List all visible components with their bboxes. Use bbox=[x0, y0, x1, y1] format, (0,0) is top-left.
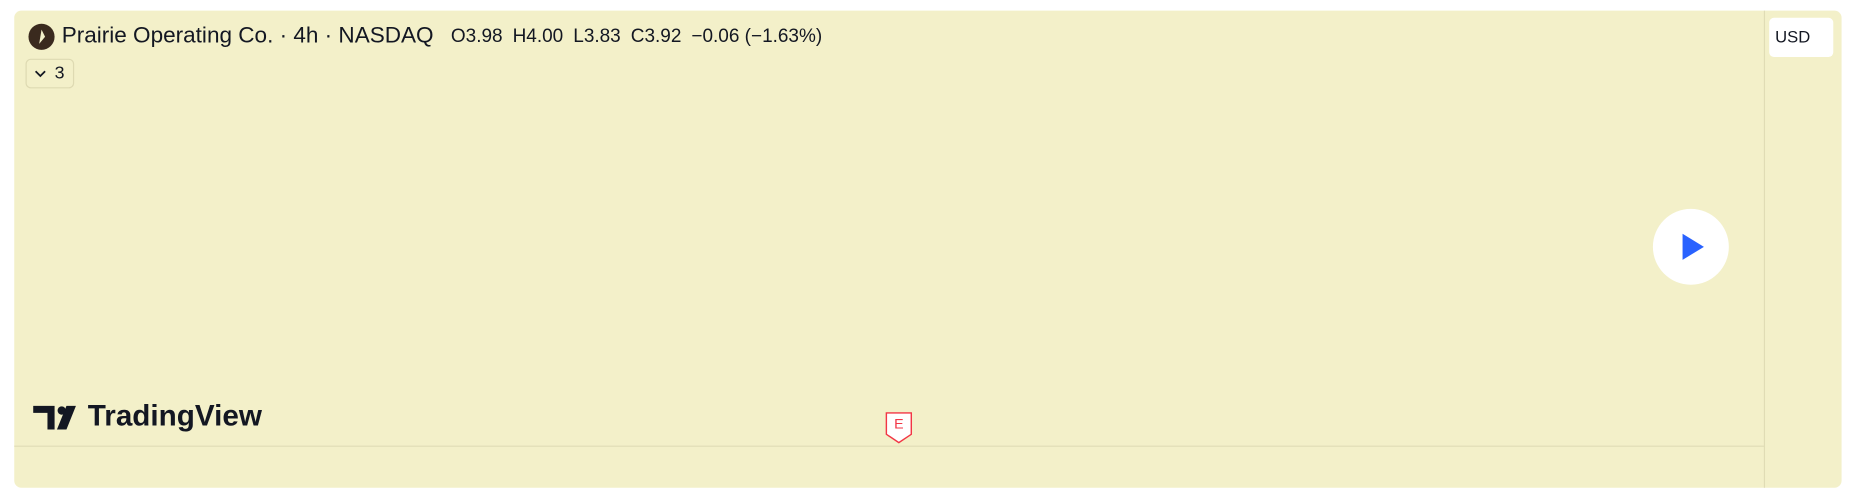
ohlc-high: H4.00 bbox=[513, 26, 564, 47]
chevron-icon bbox=[34, 70, 46, 78]
brand-name: TradingView bbox=[88, 400, 263, 433]
currency-box[interactable] bbox=[1769, 17, 1834, 57]
ohlc-close: C3.92 bbox=[631, 26, 682, 47]
symbol-logo-mark bbox=[39, 29, 46, 44]
indicator-count: 3 bbox=[55, 62, 65, 82]
brand-icon-dot bbox=[57, 406, 66, 415]
earnings-label: E bbox=[894, 417, 903, 433]
earnings-marker[interactable] bbox=[885, 412, 913, 444]
play-icon bbox=[1682, 233, 1704, 260]
indicator-toggle[interactable]: 3 bbox=[25, 58, 75, 89]
play-button[interactable] bbox=[1652, 208, 1729, 285]
ohlc-open: O3.98 bbox=[451, 26, 503, 47]
ohlc-header: O3.98 H4.00 L3.83 C3.92 −0.06 (−1.63%) bbox=[451, 26, 822, 47]
currency-button[interactable]: USD bbox=[1769, 17, 1834, 57]
chart-background bbox=[14, 10, 1842, 488]
ohlc-change: −0.06 (−1.63%) bbox=[691, 26, 822, 47]
ohlc-low: L3.83 bbox=[573, 26, 620, 47]
chart-title: Prairie Operating Co. · 4h · NASDAQ bbox=[62, 23, 434, 48]
currency-label: USD bbox=[1775, 27, 1810, 46]
indicator-toggle-box[interactable] bbox=[25, 58, 75, 89]
